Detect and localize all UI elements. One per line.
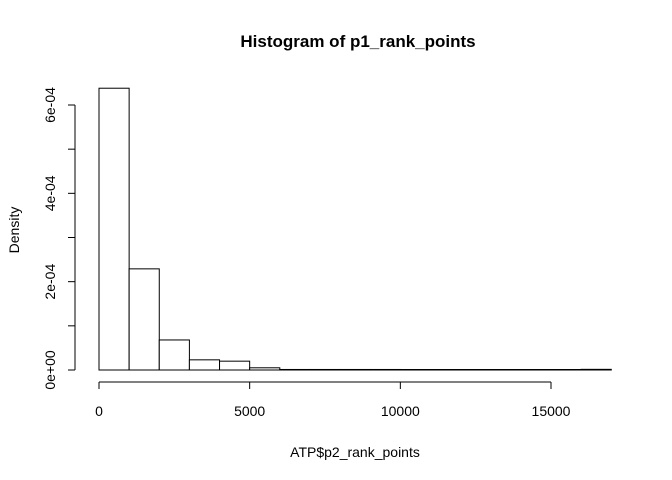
y-axis-label: Density xyxy=(6,207,22,254)
x-tick-label: 15000 xyxy=(532,403,571,419)
y-tick-label: 0e+00 xyxy=(42,350,58,390)
bars-group xyxy=(98,87,612,371)
histogram-bar xyxy=(520,369,552,371)
histogram-bar xyxy=(369,368,401,371)
histogram-bar xyxy=(98,87,130,371)
x-tick-label: 10000 xyxy=(381,403,420,419)
x-tick-label: 5000 xyxy=(234,403,265,419)
histogram-bar xyxy=(219,360,251,371)
histogram-bar xyxy=(490,369,522,371)
y-tick-label: 4e-04 xyxy=(42,175,58,211)
histogram-bar xyxy=(399,369,431,371)
x-axis: 0 5000 10000 15000 xyxy=(95,381,571,419)
histogram-bar xyxy=(128,268,160,371)
histogram-bar xyxy=(309,368,341,371)
histogram-bar xyxy=(279,368,311,371)
chart-title: Histogram of p1_rank_points xyxy=(240,32,475,51)
x-tick-label: 0 xyxy=(95,403,103,419)
histogram-bar xyxy=(158,339,190,371)
histogram-bar xyxy=(339,368,371,371)
histogram-bar xyxy=(429,369,462,371)
histogram-bar xyxy=(580,368,612,371)
y-tick-label: 6e-04 xyxy=(42,87,58,123)
histogram-bar xyxy=(550,369,582,371)
histogram-bar xyxy=(188,359,221,371)
y-tick-label: 2e-04 xyxy=(42,264,58,300)
histogram-bar xyxy=(460,369,492,371)
x-axis-label: ATP$p2_rank_points xyxy=(290,444,420,460)
histogram-bar xyxy=(249,367,281,371)
y-axis: 0e+00 2e-04 4e-04 6e-04 xyxy=(42,87,76,390)
